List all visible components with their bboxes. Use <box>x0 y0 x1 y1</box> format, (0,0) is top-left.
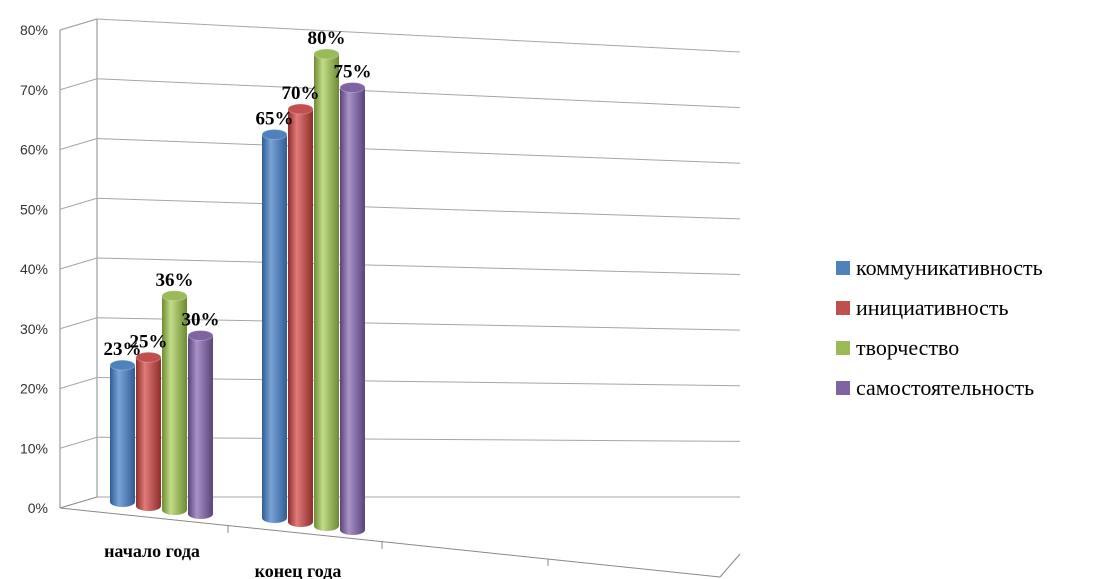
y-tick-label: 80% <box>20 22 48 38</box>
data-label: 75% <box>334 62 372 83</box>
legend-item-kommunikativnost: коммуникативность <box>836 248 1043 288</box>
bar-bottom <box>340 525 365 535</box>
gridline-side <box>59 436 98 449</box>
bar <box>339 82 366 535</box>
x-category-label: конец года <box>255 561 342 579</box>
y-tick-label: 60% <box>20 142 48 158</box>
legend-label: самостоятельность <box>856 375 1035 400</box>
bar <box>187 330 214 519</box>
legend-item-iniciativnost: инициативность <box>836 288 1043 328</box>
bars <box>109 48 366 535</box>
gridline-side <box>59 18 98 31</box>
bar-body <box>188 335 213 514</box>
bar-bottom <box>262 513 287 523</box>
legend-label: коммуникативность <box>856 255 1043 280</box>
bar-bottom <box>188 509 213 519</box>
data-label: 30% <box>182 310 220 331</box>
legend-swatch <box>836 261 850 275</box>
bar-bottom <box>136 501 161 511</box>
y-tick-label: 70% <box>20 82 48 98</box>
bar-body <box>340 87 365 530</box>
legend: коммуникативность инициативность творчес… <box>836 248 1043 408</box>
bar-body <box>162 295 187 510</box>
legend-swatch <box>836 381 850 395</box>
bar <box>135 351 162 511</box>
y-axis-ticks: 0% 10% 20% 30% 40% 50% 60% 70% 80% <box>20 22 48 516</box>
y-tick-label: 40% <box>20 261 48 277</box>
data-label: 25% <box>130 331 168 352</box>
data-label: 36% <box>156 270 194 291</box>
bar-top <box>287 103 314 115</box>
bar <box>287 103 314 527</box>
y-tick-label: 0% <box>28 500 48 516</box>
bar-body <box>110 365 135 502</box>
gridline <box>96 257 741 275</box>
y-tick-label: 50% <box>20 201 48 217</box>
floor-front-edge <box>59 507 721 578</box>
gridline <box>96 78 741 109</box>
gridline-side <box>59 317 98 330</box>
legend-label: творчество <box>856 335 960 360</box>
legend-item-tvorchestvo: творчество <box>836 328 1043 368</box>
bar-body <box>288 109 313 522</box>
bar-bottom <box>314 521 339 531</box>
bar-top <box>161 290 188 302</box>
y-tick-label: 10% <box>20 440 48 456</box>
gridline-side <box>59 78 98 91</box>
y-tick-label: 30% <box>20 321 48 337</box>
gridline <box>96 138 741 164</box>
data-label: 80% <box>308 28 346 49</box>
bar-bottom <box>162 505 187 515</box>
gridline <box>96 197 741 220</box>
gridline-side <box>59 138 98 150</box>
legend-swatch <box>836 301 850 315</box>
bar-top <box>109 359 136 371</box>
gridline-side <box>59 257 98 270</box>
gridline-side <box>59 197 98 210</box>
floor-left-edge <box>59 496 98 509</box>
bar-top <box>135 351 162 363</box>
bar-bottom <box>110 497 135 507</box>
bar-bottom <box>288 517 313 527</box>
bar-body <box>136 357 161 506</box>
floor-right-edge <box>719 553 741 578</box>
legend-label: инициативность <box>856 295 1009 320</box>
x-category-label: начало года <box>104 541 200 561</box>
bar-body <box>314 54 339 526</box>
y-tick-label: 20% <box>20 381 48 397</box>
legend-swatch <box>836 341 850 355</box>
gridline <box>96 317 741 331</box>
gridline-side <box>59 377 98 389</box>
bar <box>161 290 188 515</box>
data-label: 70% <box>282 83 320 104</box>
data-label: 65% <box>256 109 294 130</box>
category-labels: начало года конец года <box>104 541 341 579</box>
data-labels: 23% 65% 25% 70% 36% 80% 30% 75% <box>104 28 372 360</box>
data-label: 23% <box>104 339 142 360</box>
bar <box>109 359 136 507</box>
bar <box>261 129 288 523</box>
bar-top <box>261 129 288 140</box>
bar-body <box>262 134 287 518</box>
bar-top <box>187 330 214 341</box>
legend-item-samostoyatelnost: самостоятельность <box>836 368 1043 408</box>
gridline <box>96 18 741 53</box>
bar <box>313 48 340 531</box>
bar-top <box>339 82 366 93</box>
bar-top <box>313 48 340 60</box>
